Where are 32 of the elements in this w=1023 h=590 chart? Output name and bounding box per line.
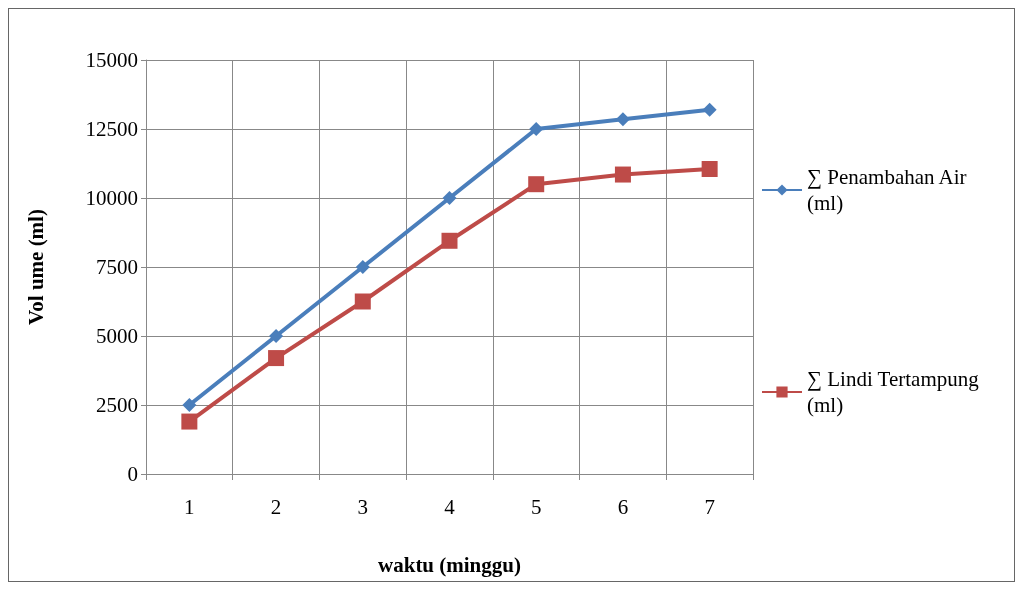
y-tick-label: 12500 xyxy=(85,117,138,141)
x-tick-label: 1 xyxy=(184,494,195,519)
x-tick-label: 6 xyxy=(617,494,629,519)
x-tick-label: 2 xyxy=(270,494,282,519)
y-axis-title: Vol ume (ml) xyxy=(23,209,48,325)
point xyxy=(354,293,371,310)
point xyxy=(268,350,285,367)
legend-label: ∑ Lindi Tertampung (ml) xyxy=(807,367,985,417)
legend-label: ∑ Penambahan Air (ml) xyxy=(807,165,972,215)
y-tick-label: 0 xyxy=(127,462,138,486)
y-tick-label: 7500 xyxy=(96,255,138,279)
point xyxy=(614,166,631,183)
point xyxy=(702,102,717,117)
x-tick-label: 7 xyxy=(704,494,715,519)
y-tick-label: 2500 xyxy=(96,393,138,417)
point xyxy=(529,122,544,136)
x-tick-label: 4 xyxy=(444,494,456,519)
y-tick-label: 5000 xyxy=(96,324,138,348)
y-tick-label: 10000 xyxy=(85,186,138,210)
point xyxy=(442,191,457,205)
point xyxy=(355,260,370,274)
point xyxy=(615,112,630,127)
point xyxy=(269,329,284,343)
x-axis-title: waktu (minggu) xyxy=(378,552,521,577)
point xyxy=(701,161,718,178)
point xyxy=(528,176,545,193)
point xyxy=(182,398,197,412)
x-tick-label: 3 xyxy=(357,494,369,519)
point xyxy=(441,232,458,249)
y-tick-label: 15000 xyxy=(85,48,138,72)
x-tick-label: 5 xyxy=(530,494,542,519)
point xyxy=(181,413,198,430)
